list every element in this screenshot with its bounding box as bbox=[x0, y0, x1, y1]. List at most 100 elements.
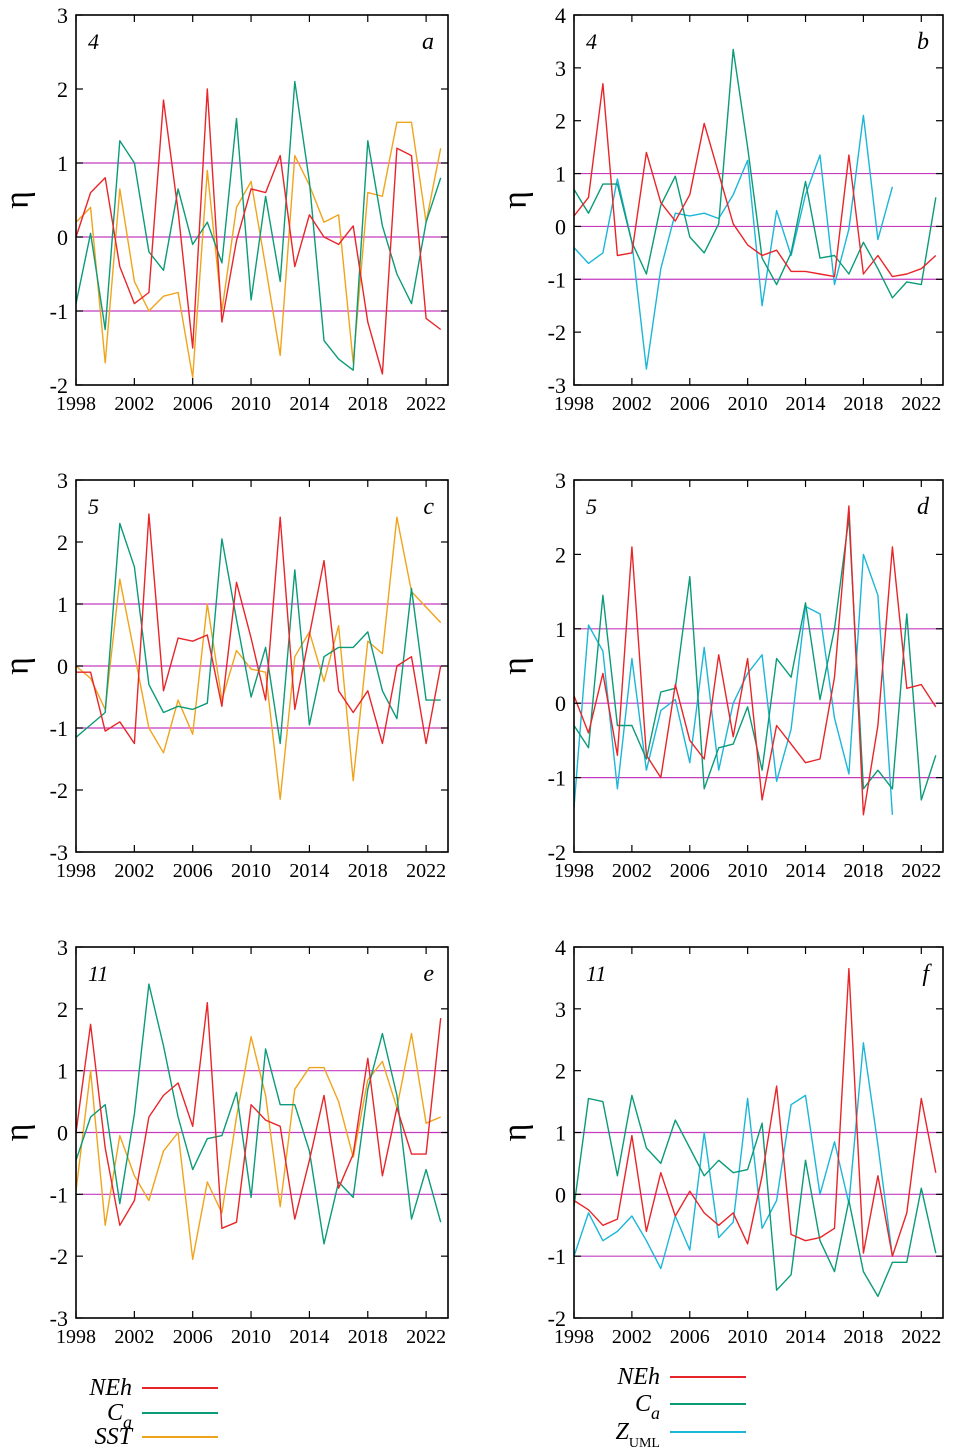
y-tick-label: 0 bbox=[57, 225, 68, 250]
series-line-Ca bbox=[573, 516, 937, 801]
month-label: 11 bbox=[88, 961, 108, 986]
panel-letter: c bbox=[423, 494, 434, 520]
chart-panel-c: -3 -2 -1 0 1 2 3 1998 2002 2006 2010 2014 2018 2022 η 5… bbox=[0, 468, 449, 882]
x-tick-label: 2002 bbox=[114, 860, 154, 882]
y-tick-label: 3 bbox=[57, 3, 68, 28]
y-tick-label: 1 bbox=[57, 1059, 68, 1084]
panel-letter: d bbox=[917, 494, 930, 520]
series-line-Ca bbox=[573, 48, 937, 299]
legend-label-main: NEh bbox=[88, 1375, 132, 1401]
legend-label-sub: a bbox=[651, 1403, 660, 1423]
legend-label: Ca bbox=[107, 1400, 132, 1432]
panel-letter: f bbox=[922, 961, 932, 987]
y-tick-label: 3 bbox=[57, 468, 68, 493]
y-tick-label: -1 bbox=[50, 716, 68, 741]
chart-panel-a: -2 -1 0 1 2 3 1998 2002 2006 2010 2014 2018 2022 η 4 a bbox=[0, 3, 449, 415]
y-tick-label: -2 bbox=[50, 373, 68, 398]
y-tick-label: -2 bbox=[50, 778, 68, 803]
x-tick-label: 2014 bbox=[289, 860, 329, 882]
x-tick-label: 2022 bbox=[901, 1326, 941, 1348]
y-tick-label: 0 bbox=[555, 691, 566, 716]
x-tick-label: 2022 bbox=[901, 393, 941, 415]
x-tick-label: 2010 bbox=[231, 393, 271, 415]
y-tick-label: -2 bbox=[548, 840, 566, 865]
y-tick-label: 2 bbox=[555, 542, 566, 567]
x-tick-label: 2018 bbox=[348, 860, 388, 882]
y-tick-label: -3 bbox=[50, 840, 68, 865]
x-tick-label: 2010 bbox=[231, 1326, 271, 1348]
series-line-Ca bbox=[75, 80, 442, 371]
y-tick-label: -2 bbox=[548, 320, 566, 345]
y-tick-label: -3 bbox=[50, 1306, 68, 1331]
series-line-NEh bbox=[76, 513, 442, 745]
y-tick-label: 0 bbox=[57, 1121, 68, 1146]
plot-frame bbox=[75, 14, 449, 386]
x-tick-label: 2002 bbox=[114, 1326, 154, 1348]
y-tick-label: -3 bbox=[548, 373, 566, 398]
legend-label-sub: a bbox=[123, 1412, 132, 1432]
y-axis-label: η bbox=[497, 657, 534, 675]
series-line-Ca bbox=[573, 1094, 937, 1298]
x-tick-label: 1998 bbox=[554, 860, 594, 882]
series-line-SST bbox=[75, 121, 442, 379]
chart-panel-e: -3 -2 -1 0 1 2 3 1998 2002 2006 2010 2014 2018 2022 η 1… bbox=[0, 935, 449, 1348]
y-tick-label: 0 bbox=[555, 1182, 566, 1207]
legend-label-main: Z bbox=[616, 1419, 630, 1445]
x-tick-label: 2006 bbox=[173, 860, 213, 882]
series-line-NEh bbox=[573, 505, 937, 816]
chart-panel-d: -2 -1 0 1 2 3 1998 2002 2006 2010 2014 2018 2022 η 5 d bbox=[497, 468, 944, 882]
legend-label-main: SST bbox=[95, 1424, 134, 1450]
y-tick-label: 3 bbox=[555, 468, 566, 493]
y-tick-label: 2 bbox=[555, 109, 566, 134]
plot-frame bbox=[573, 479, 944, 853]
month-label: 5 bbox=[586, 494, 597, 519]
x-tick-label: 2014 bbox=[289, 393, 329, 415]
month-label: 11 bbox=[586, 961, 606, 986]
y-axis-label: η bbox=[0, 657, 36, 675]
month-label: 5 bbox=[88, 494, 99, 519]
x-tick-label: 2002 bbox=[612, 1326, 652, 1348]
x-tick-label: 2002 bbox=[114, 393, 154, 415]
y-tick-label: 2 bbox=[57, 77, 68, 102]
x-tick-label: 2010 bbox=[728, 860, 768, 882]
series-line-ZUML bbox=[573, 114, 894, 370]
y-tick-label: 1 bbox=[555, 617, 566, 642]
legend-label-main: C bbox=[107, 1400, 124, 1426]
x-tick-label: 1998 bbox=[554, 393, 594, 415]
x-tick-label: 2002 bbox=[612, 860, 652, 882]
legend-label-main: C bbox=[635, 1391, 652, 1417]
x-tick-label: 2018 bbox=[843, 1326, 883, 1348]
x-tick-label: 2022 bbox=[901, 860, 941, 882]
y-tick-label: 2 bbox=[57, 997, 68, 1022]
legend-label: SST bbox=[95, 1424, 134, 1450]
legend-label-main: NEh bbox=[616, 1364, 660, 1390]
y-tick-label: -2 bbox=[548, 1306, 566, 1331]
y-tick-label: -2 bbox=[50, 1244, 68, 1269]
x-tick-label: 2022 bbox=[406, 860, 446, 882]
panel-letter: b bbox=[917, 29, 929, 55]
legend-label: NEh bbox=[616, 1364, 660, 1390]
panel-letter: e bbox=[423, 961, 434, 987]
x-tick-label: 2014 bbox=[786, 860, 826, 882]
series-line-ZUML bbox=[573, 553, 894, 815]
y-tick-label: 2 bbox=[57, 530, 68, 555]
y-tick-label: -1 bbox=[50, 1182, 68, 1207]
y-tick-label: -1 bbox=[548, 1244, 566, 1269]
x-tick-label: 2022 bbox=[406, 1326, 446, 1348]
series-line-NEh bbox=[75, 88, 442, 375]
month-label: 4 bbox=[586, 29, 597, 54]
series-line-ZUML bbox=[573, 1042, 894, 1270]
y-tick-label: 3 bbox=[57, 935, 68, 960]
panel-letter: a bbox=[422, 29, 434, 55]
x-tick-label: 2010 bbox=[728, 1326, 768, 1348]
x-tick-label: 2006 bbox=[173, 393, 213, 415]
x-tick-label: 2022 bbox=[406, 393, 446, 415]
legend-label: ZUML bbox=[616, 1419, 660, 1451]
x-tick-label: 2010 bbox=[728, 393, 768, 415]
plot-frame bbox=[573, 14, 944, 386]
legend-label-sub: UML bbox=[629, 1436, 660, 1451]
x-tick-label: 2006 bbox=[670, 1326, 710, 1348]
